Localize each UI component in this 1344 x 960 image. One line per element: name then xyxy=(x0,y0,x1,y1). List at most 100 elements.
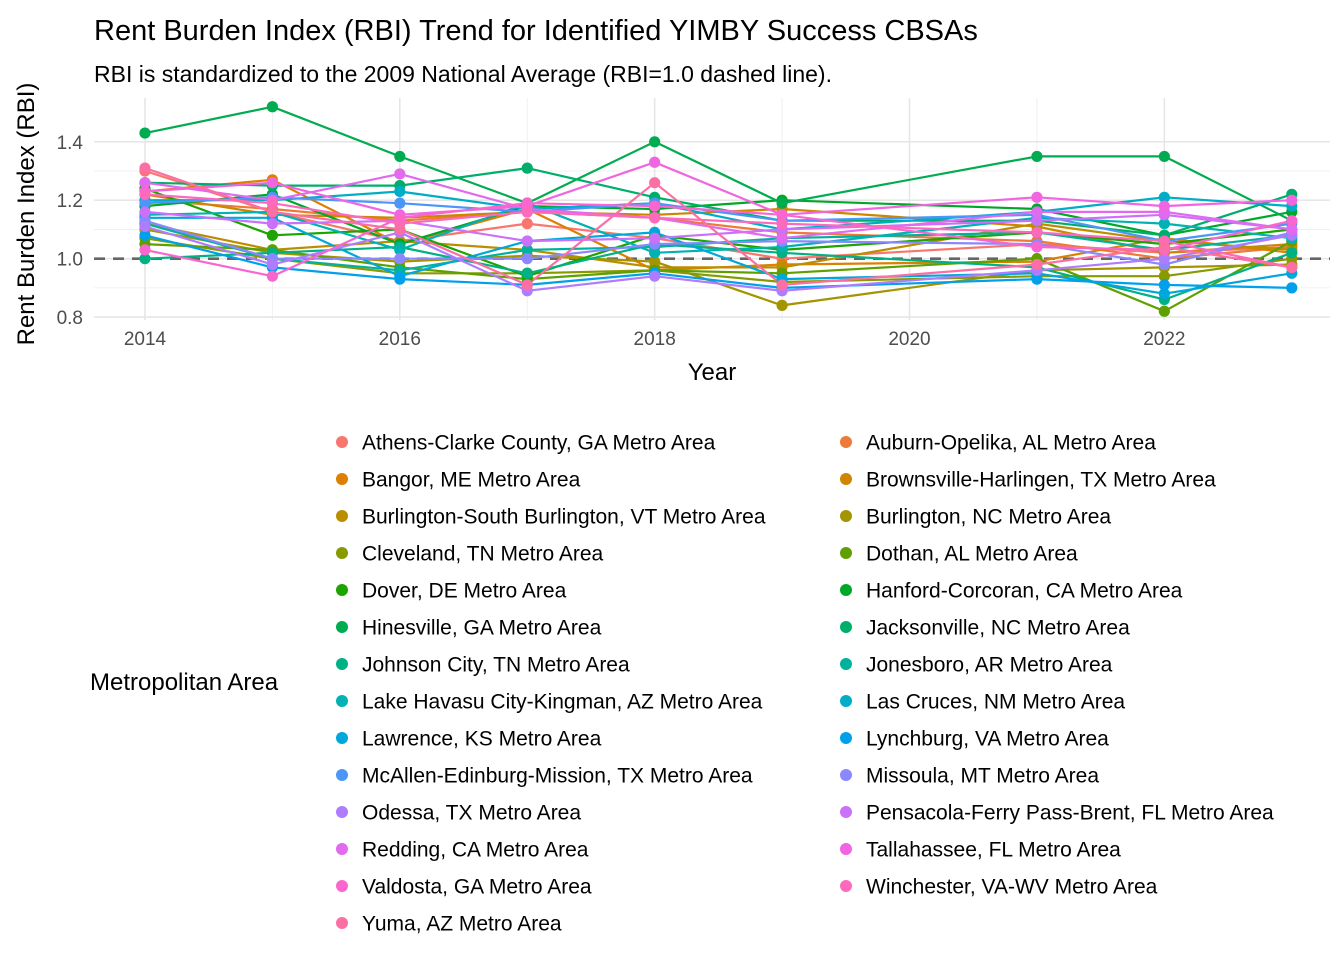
data-point xyxy=(1031,215,1043,227)
legend-items: Athens-Clarke County, GA Metro Area Aubur… xyxy=(336,432,1274,936)
legend-key xyxy=(336,732,348,744)
data-point xyxy=(394,150,406,163)
legend-key xyxy=(840,436,852,448)
legend: Metropolitan Area Athens-Clarke County, … xyxy=(90,432,1274,936)
legend-key xyxy=(336,436,348,448)
data-point xyxy=(139,177,151,189)
data-point xyxy=(1158,305,1170,317)
chart-subtitle: RBI is standardized to the 2009 National… xyxy=(94,61,832,87)
legend-title: Metropolitan Area xyxy=(90,669,279,696)
x-tick-label: 2016 xyxy=(379,329,421,350)
legend-label: Odessa, TX Metro Area xyxy=(362,802,581,825)
data-point xyxy=(394,168,406,180)
legend-label: Dover, DE Metro Area xyxy=(362,580,567,603)
data-point xyxy=(139,253,151,265)
legend-label: Lynchburg, VA Metro Area xyxy=(866,728,1109,751)
legend-key xyxy=(336,621,348,633)
data-point xyxy=(1158,241,1170,253)
data-point xyxy=(1031,206,1043,218)
data-point xyxy=(1031,150,1043,163)
y-tick-label: 1.0 xyxy=(57,250,83,271)
data-point xyxy=(266,197,278,209)
data-point xyxy=(649,247,661,259)
data-point xyxy=(266,177,278,189)
legend-key xyxy=(840,584,852,596)
data-point xyxy=(266,101,278,113)
data-point xyxy=(521,218,533,230)
legend-label: Las Cruces, NM Metro Area xyxy=(866,691,1125,714)
legend-key xyxy=(336,917,348,929)
data-point xyxy=(776,232,788,244)
legend-label: McAllen-Edinburg-Mission, TX Metro Area xyxy=(362,765,753,788)
x-tick-label: 2014 xyxy=(124,329,167,350)
legend-key xyxy=(336,806,348,818)
legend-label: Athens-Clarke County, GA Metro Area xyxy=(362,432,716,455)
data-point xyxy=(394,253,406,265)
y-tick-label: 1.2 xyxy=(57,191,83,212)
legend-label: Missoula, MT Metro Area xyxy=(866,765,1099,788)
legend-key xyxy=(840,843,852,855)
x-tick-label: 2022 xyxy=(1143,329,1185,350)
series-line xyxy=(144,161,1292,216)
data-point xyxy=(649,212,661,224)
legend-label: Brownsville-Harlingen, TX Metro Area xyxy=(866,469,1216,492)
data-point xyxy=(649,136,661,148)
legend-key xyxy=(336,880,348,892)
data-point xyxy=(521,206,533,218)
data-point xyxy=(394,185,406,198)
legend-label: Lake Havasu City-Kingman, AZ Metro Area xyxy=(362,691,763,714)
data-point xyxy=(266,218,278,230)
data-point xyxy=(1158,270,1170,282)
data-point xyxy=(266,229,278,241)
data-point xyxy=(1158,279,1170,291)
data-point xyxy=(1031,226,1043,238)
x-tick-label: 2020 xyxy=(888,329,930,350)
legend-label: Hanford-Corcoran, CA Metro Area xyxy=(866,580,1183,603)
data-point xyxy=(521,162,533,174)
legend-label: Yuma, AZ Metro Area xyxy=(362,913,562,936)
data-point xyxy=(139,229,151,241)
data-point xyxy=(649,232,661,244)
legend-label: Jacksonville, NC Metro Area xyxy=(866,617,1130,640)
legend-label: Winchester, VA-WV Metro Area xyxy=(866,876,1158,899)
data-point xyxy=(139,220,151,233)
data-point xyxy=(266,270,278,282)
legend-label: Johnson City, TN Metro Area xyxy=(362,654,630,677)
legend-key xyxy=(336,547,348,559)
data-point xyxy=(521,244,533,256)
data-point xyxy=(139,127,151,139)
legend-label: Valdosta, GA Metro Area xyxy=(362,876,592,899)
series-line xyxy=(144,172,1292,240)
legend-key xyxy=(336,843,348,855)
data-point xyxy=(394,197,406,209)
axis-ticks: 2014 2016 2018 2020 2022 0.8 1.0 1.2 1.4 xyxy=(57,133,1186,350)
legend-key xyxy=(336,695,348,707)
data-point xyxy=(139,244,151,256)
chart-title: Rent Burden Index (RBI) Trend for Identi… xyxy=(94,15,978,47)
data-point xyxy=(649,156,661,168)
legend-key xyxy=(840,769,852,781)
legend-key xyxy=(840,732,852,744)
data-point xyxy=(521,253,533,265)
x-tick-label: 2018 xyxy=(634,329,676,350)
legend-key xyxy=(840,695,852,707)
data-point xyxy=(776,209,788,221)
data-point xyxy=(394,223,406,236)
data-point xyxy=(649,255,661,268)
legend-key xyxy=(840,658,852,670)
data-point xyxy=(1158,191,1170,203)
data-point xyxy=(521,235,533,247)
data-point xyxy=(649,177,661,189)
data-point xyxy=(1286,194,1298,206)
legend-key xyxy=(336,584,348,596)
legend-label: Burlington-South Burlington, VT Metro Ar… xyxy=(362,506,766,529)
data-point xyxy=(266,206,278,218)
y-tick-label: 1.4 xyxy=(57,133,84,154)
data-point xyxy=(139,206,151,218)
data-point xyxy=(1031,241,1043,253)
legend-key xyxy=(840,880,852,892)
data-point xyxy=(1158,218,1170,230)
data-point xyxy=(139,162,151,174)
legend-label: Burlington, NC Metro Area xyxy=(866,506,1111,529)
legend-label: Dothan, AL Metro Area xyxy=(866,543,1078,566)
